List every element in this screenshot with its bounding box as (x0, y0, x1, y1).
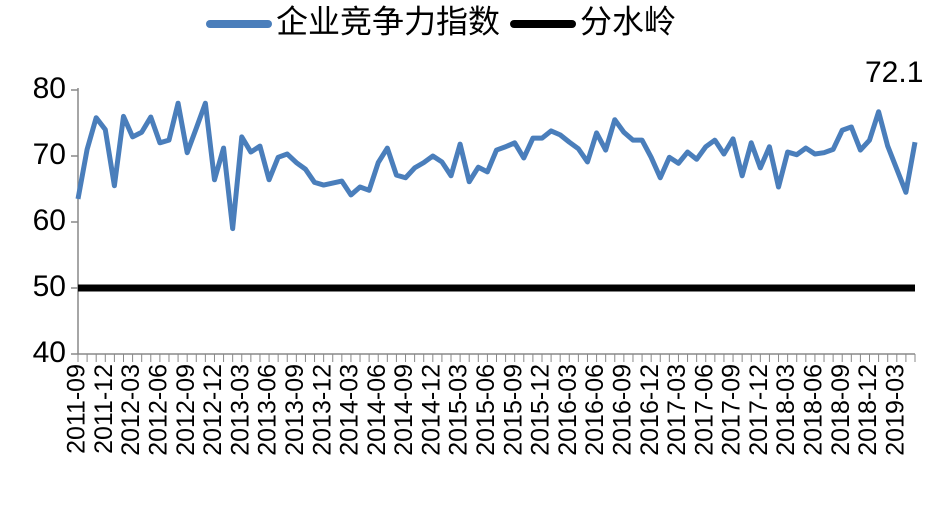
x-tick-label: 2012-06 (144, 364, 172, 456)
x-tick-label: 2019-03 (881, 364, 909, 456)
y-tick-label: 70 (33, 138, 66, 171)
x-tick-label: 2015-03 (445, 364, 473, 456)
data-label: 72.1 (865, 56, 923, 89)
y-tick-label: 80 (33, 72, 66, 105)
x-tick-label: 2014-09 (390, 364, 418, 456)
x-tick-label: 2017-03 (663, 364, 691, 456)
x-tick-label: 2014-12 (417, 364, 445, 456)
y-tick-label: 50 (33, 270, 66, 303)
x-tick-label: 2014-06 (363, 364, 391, 456)
x-tick-label: 2011-12 (90, 364, 118, 454)
x-tick-label: 2013-09 (281, 364, 309, 456)
x-tick-label: 2016-06 (581, 364, 609, 456)
x-tick-label: 2016-09 (608, 364, 636, 456)
x-tick-label: 2016-03 (554, 364, 582, 456)
legend-label: 分水岭 (580, 3, 676, 39)
x-tick-label: 2011-09 (63, 364, 91, 454)
y-tick-label: 60 (33, 204, 66, 237)
x-tick-label: 2017-12 (745, 364, 773, 456)
x-tick-label: 2015-06 (472, 364, 500, 456)
x-tick-label: 2013-12 (308, 364, 336, 456)
x-tick-label: 2018-12 (854, 364, 882, 456)
x-tick-label: 2018-09 (827, 364, 855, 456)
x-tick-label: 2018-03 (772, 364, 800, 456)
x-tick-label: 2015-09 (499, 364, 527, 456)
x-tick-label: 2016-12 (636, 364, 664, 456)
x-tick-label: 2014-03 (336, 364, 364, 456)
x-tick-label: 2012-03 (117, 364, 145, 456)
x-tick-label: 2013-06 (254, 364, 282, 456)
x-tick-label: 2013-03 (226, 364, 254, 456)
y-tick-label: 40 (33, 336, 66, 369)
x-tick-label: 2017-06 (690, 364, 718, 456)
legend-label: 企业竞争力指数 (276, 3, 500, 39)
data-line (75, 100, 918, 232)
x-tick-label: 2017-09 (718, 364, 746, 456)
x-tick-label: 2018-06 (800, 364, 828, 456)
x-tick-label: 2015-12 (527, 364, 555, 456)
x-tick-label: 2012-09 (172, 364, 200, 456)
x-tick-label: 2012-12 (199, 364, 227, 456)
